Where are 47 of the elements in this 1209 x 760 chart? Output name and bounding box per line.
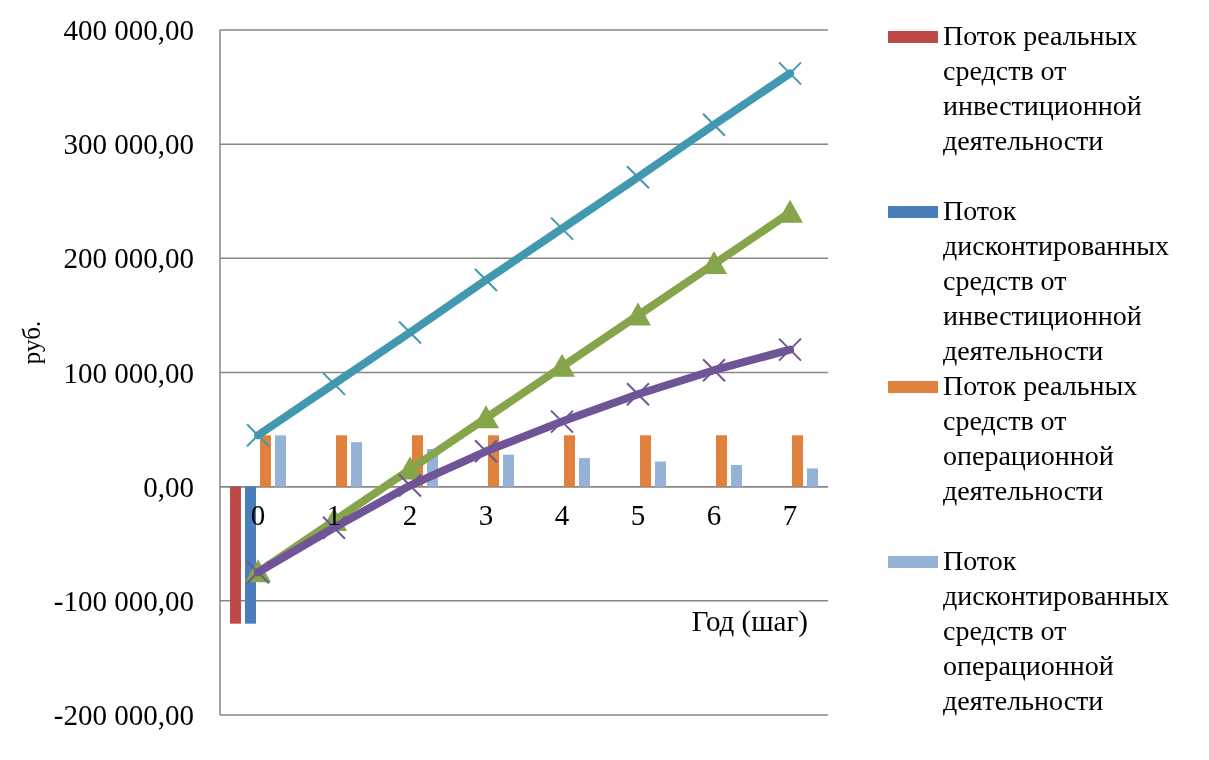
- bar: [807, 468, 818, 487]
- y-axis-title: руб.: [18, 320, 45, 365]
- bar: [275, 435, 286, 487]
- bar: [640, 435, 651, 487]
- point: [550, 409, 574, 434]
- y-tick-label: 200 000,00: [63, 242, 194, 275]
- legend-label: Поток дисконтированных средств от операционной деятельности: [943, 545, 1170, 716]
- point: [626, 165, 650, 190]
- x-tick-label: 3: [478, 498, 494, 531]
- bar: [716, 435, 727, 487]
- y-tick-label: 0,00: [143, 470, 194, 503]
- bar: [564, 435, 575, 487]
- x-axis-title: Год (шаг): [691, 604, 808, 638]
- legend-label: Поток реальных средств от инвестиционной деятельности: [943, 20, 1142, 156]
- legend-label: Поток дисконтированных средств от инвестиционной деятельности: [943, 195, 1170, 366]
- point: [778, 61, 802, 86]
- bar: [230, 486, 241, 624]
- x-tick-label: 4: [554, 498, 570, 531]
- point: [474, 268, 498, 293]
- bar: [336, 435, 347, 487]
- y-tick-label: 300 000,00: [63, 128, 194, 161]
- point: [474, 439, 498, 464]
- y-tick-label: 400 000,00: [63, 14, 194, 47]
- x-tick-label: 5: [630, 498, 646, 531]
- x-tick-label: 2: [402, 498, 418, 531]
- bar: [579, 458, 590, 487]
- bar: [731, 464, 742, 487]
- point: [702, 112, 726, 137]
- point: [626, 382, 650, 407]
- point: [702, 358, 726, 383]
- y-tick-label: -100 000,00: [53, 584, 194, 617]
- point: [398, 320, 422, 345]
- y-tick-label: -200 000,00: [53, 699, 194, 732]
- bar: [260, 435, 271, 487]
- bar: [655, 461, 666, 487]
- legend-label: Поток реальных средств от операционной деятельности: [943, 370, 1138, 506]
- point: [398, 473, 422, 498]
- point: [322, 371, 346, 396]
- point: [550, 216, 574, 241]
- point: [246, 423, 270, 448]
- point: [778, 337, 802, 362]
- x-tick-label: 6: [706, 498, 722, 531]
- bar: [351, 442, 362, 487]
- y-tick-label: 100 000,00: [63, 356, 194, 389]
- bar: [503, 454, 514, 487]
- x-tick-label: 7: [782, 498, 798, 531]
- bar: [792, 435, 803, 487]
